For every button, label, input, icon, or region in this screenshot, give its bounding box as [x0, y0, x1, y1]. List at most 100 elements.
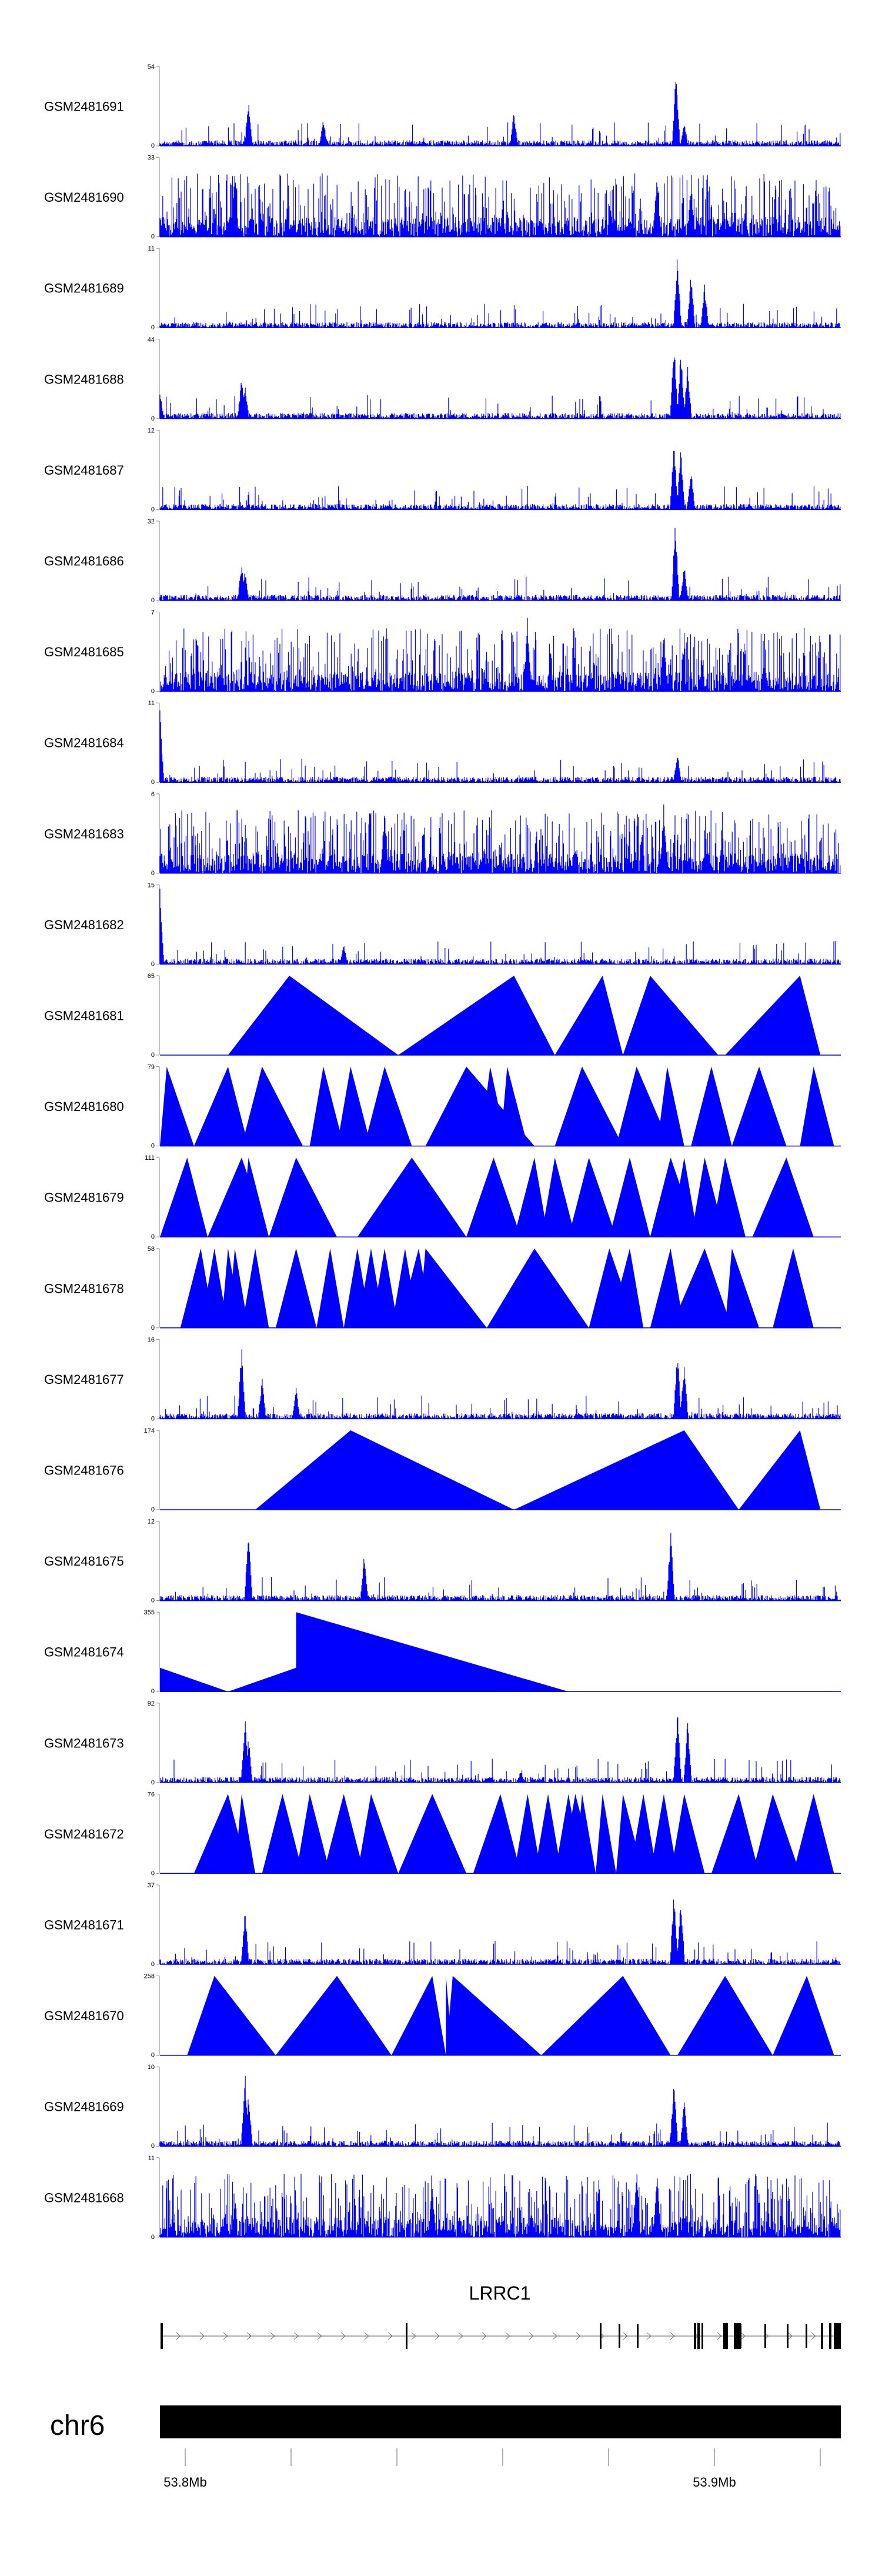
- y-min-label: 0: [151, 1233, 155, 1240]
- coverage-peak: [800, 1066, 834, 1146]
- coverage-peak: [296, 1794, 330, 1874]
- strand-arrow: [623, 2332, 628, 2340]
- coverage-peak: [711, 1794, 760, 1874]
- strand-arrow: [411, 2332, 416, 2340]
- strand-arrow: [482, 2332, 487, 2340]
- coverage-signal: [159, 2076, 841, 2147]
- coverage-peak: [255, 1430, 514, 1510]
- track-label: GSM2481688: [44, 372, 124, 386]
- strand-arrow: [340, 2332, 346, 2340]
- coverage-area: [160, 1612, 569, 1692]
- track-label: GSM2481673: [44, 1736, 124, 1750]
- coverage-track: GSM2481688 44 0: [44, 336, 841, 422]
- y-min-label: 0: [151, 870, 155, 877]
- coverage-peak: [316, 1248, 344, 1328]
- track-label: GSM2481674: [44, 1645, 124, 1660]
- coverage-track: GSM2481689 11 0: [44, 245, 841, 331]
- coverage-peak: [541, 1976, 671, 2056]
- coverage-track: GSM2481668 11 0: [44, 2155, 841, 2241]
- track-label: GSM2481680: [44, 1099, 124, 1114]
- gene-exon: [764, 2324, 766, 2348]
- strand-arrow: [505, 2332, 510, 2340]
- coverage-peak: [193, 1066, 249, 1146]
- coverage-track: GSM2481674 355 0: [44, 1609, 841, 1695]
- coverage-signal: [159, 1533, 841, 1601]
- strand-arrow: [529, 2332, 534, 2340]
- coverage-peak: [228, 976, 399, 1055]
- coverage-peak: [370, 1248, 399, 1328]
- coverage-peak: [235, 1794, 256, 1874]
- gene-exon: [723, 2323, 728, 2349]
- track-label: GSM2481687: [44, 463, 124, 478]
- y-min-label: 0: [151, 1597, 155, 1604]
- coverage-peak: [752, 1794, 800, 1874]
- coverage-signal: [159, 173, 841, 237]
- y-min-label: 0: [151, 506, 155, 513]
- y-min-label: 0: [151, 688, 155, 695]
- coverage-peak: [609, 1248, 644, 1328]
- y-min-label: 0: [151, 1324, 155, 1332]
- coverage-track: GSM2481670 258 0: [44, 1973, 841, 2059]
- y-min-label: 0: [151, 415, 155, 422]
- strand-arrow: [811, 2332, 816, 2340]
- coverage-peak: [650, 1794, 678, 1874]
- y-max-label: 37: [148, 1882, 155, 1889]
- coverage-peak: [241, 1248, 269, 1328]
- strand-arrow: [223, 2332, 228, 2340]
- coverage-peak: [793, 1794, 834, 1874]
- strand-arrow: [317, 2332, 322, 2340]
- coverage-peak: [480, 1066, 507, 1146]
- track-label: GSM2481671: [44, 1918, 124, 1933]
- coverage-tracks: GSM2481691540GSM2481690330GSM2481689110G…: [44, 64, 841, 2241]
- coverage-peak: [500, 1066, 528, 1146]
- coverage-peak: [616, 1066, 671, 1146]
- track-label: GSM2481681: [44, 1009, 124, 1023]
- coverage-peak: [670, 1248, 732, 1328]
- coverage-peak: [269, 1157, 338, 1237]
- gene-exon: [697, 2323, 700, 2349]
- strand-arrow: [740, 2332, 746, 2340]
- coverage-peak: [514, 1794, 542, 1874]
- coverage-signal: [159, 2174, 841, 2237]
- y-max-label: 258: [144, 1973, 155, 1980]
- track-label: GSM2481686: [44, 554, 124, 569]
- track-label: GSM2481677: [44, 1372, 124, 1387]
- track-label: GSM2481676: [44, 1463, 124, 1478]
- coverage-track: GSM2481690 33 0: [44, 155, 841, 241]
- gene-exon: [701, 2323, 703, 2349]
- coverage-peak: [554, 1066, 623, 1146]
- coverage-peak: [309, 1066, 344, 1146]
- y-min-label: 0: [151, 1870, 155, 1877]
- y-max-label: 7: [151, 609, 155, 616]
- y-min-label: 0: [151, 2234, 155, 2241]
- coverage-track: GSM2481675 12 0: [44, 1519, 841, 1604]
- strand-arrow: [552, 2332, 557, 2340]
- coverage-peak: [323, 1794, 365, 1874]
- y-min-label: 0: [151, 2052, 155, 2059]
- coverage-peak: [609, 1157, 650, 1237]
- coverage-peak: [357, 1794, 399, 1874]
- y-max-label: 11: [148, 245, 155, 252]
- y-min-label: 0: [151, 233, 155, 241]
- y-min-label: 0: [151, 1415, 155, 1422]
- coverage-peak: [357, 1157, 467, 1237]
- gene-exon: [734, 2323, 741, 2349]
- coverage-peak: [725, 1248, 760, 1328]
- y-max-label: 355: [144, 1609, 155, 1616]
- coverage-peak: [630, 1794, 657, 1874]
- y-min-label: 0: [151, 779, 155, 786]
- gene-exon: [821, 2323, 823, 2349]
- coverage-track: GSM2481684 11 0: [44, 700, 841, 786]
- track-label: GSM2481691: [44, 99, 124, 114]
- gene-exon: [406, 2323, 407, 2349]
- chromosome-track: chr6: [50, 2405, 841, 2441]
- y-max-label: 16: [148, 1336, 155, 1343]
- coverage-track: GSM2481682 15 0: [44, 882, 841, 967]
- y-min-label: 0: [151, 1506, 155, 1513]
- coverage-peak: [739, 1430, 821, 1510]
- track-label: GSM2481685: [44, 645, 124, 659]
- y-max-label: 79: [148, 1064, 155, 1071]
- coverage-peak: [364, 1066, 412, 1146]
- coverage-peak: [473, 1794, 521, 1874]
- coverage-signal: [159, 1717, 841, 1783]
